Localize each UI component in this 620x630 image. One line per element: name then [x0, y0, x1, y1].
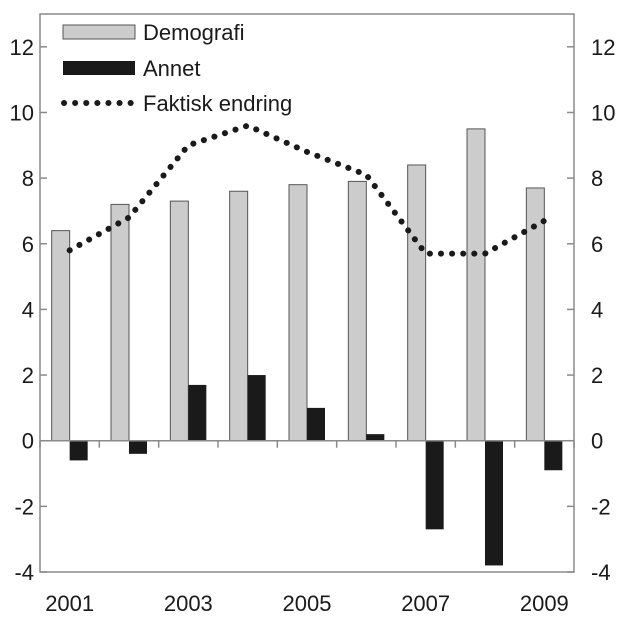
legend-label-annet: Annet	[143, 56, 201, 81]
left-tick-label: 2	[22, 363, 34, 388]
bar-demografi-2006	[347, 180, 367, 442]
left-tick-label: 10	[10, 100, 34, 125]
left-tick-label: 12	[10, 35, 34, 60]
bar-demografi-2007	[407, 164, 427, 442]
left-tick-label: -2	[14, 494, 34, 519]
bar-demografi-2008	[466, 128, 486, 442]
bar-annet-2001	[69, 440, 88, 461]
bar-annet-2008	[485, 440, 503, 566]
left-tick-label: 0	[22, 429, 34, 454]
line-series	[66, 122, 548, 257]
right-tick-label: 12	[591, 35, 615, 60]
right-axis: -4 -2 0 2 4 6 8 10 12	[567, 35, 615, 585]
right-tick-label: 0	[591, 429, 603, 454]
legend-swatch-annet	[63, 61, 135, 75]
bar-annet-2007	[425, 440, 444, 530]
bar-demografi-2003	[169, 200, 189, 442]
bar-annet-2005	[307, 407, 325, 441]
bar-demografi-2004	[229, 190, 249, 442]
x-tick-label: 2009	[520, 591, 569, 616]
bar-annet-2009	[544, 440, 563, 471]
x-axis: 2001 2003 2005 2007 2009	[39, 440, 575, 616]
x-tick-label: 2003	[164, 591, 213, 616]
left-axis: -4 -2 0 2 4 6 8 10 12	[10, 35, 47, 585]
right-tick-label: 4	[591, 297, 603, 322]
bar-annet-2004	[247, 375, 266, 441]
right-tick-label: 10	[591, 100, 615, 125]
bar-demografi-2001	[51, 230, 71, 442]
legend-swatch-demografi	[62, 24, 136, 40]
right-tick-label: 2	[591, 363, 603, 388]
x-tick-label: 2007	[401, 591, 450, 616]
left-tick-label: 4	[22, 297, 34, 322]
left-tick-label: 8	[22, 166, 34, 191]
left-tick-label: 6	[22, 232, 34, 257]
left-tick-label: -4	[14, 560, 34, 585]
right-tick-label: 6	[591, 232, 603, 257]
right-tick-label: 8	[591, 166, 603, 191]
right-tick-label: -4	[591, 560, 611, 585]
x-tick-label: 2005	[283, 591, 332, 616]
right-tick-label: -2	[591, 494, 611, 519]
legend-label-faktisk-endring: Faktisk endring	[143, 91, 292, 116]
x-tick-label: 2001	[45, 591, 94, 616]
bar-demografi-2005	[288, 184, 308, 442]
bar-annet-2006	[366, 434, 385, 441]
legend: Demografi Annet Faktisk endring	[61, 20, 292, 116]
bar-demografi-2002	[110, 203, 130, 442]
legend-label-demografi: Demografi	[143, 20, 244, 45]
bar-annet-2003	[188, 384, 207, 441]
line-faktisk-endring	[66, 122, 548, 257]
bar-annet-2002	[129, 440, 147, 454]
